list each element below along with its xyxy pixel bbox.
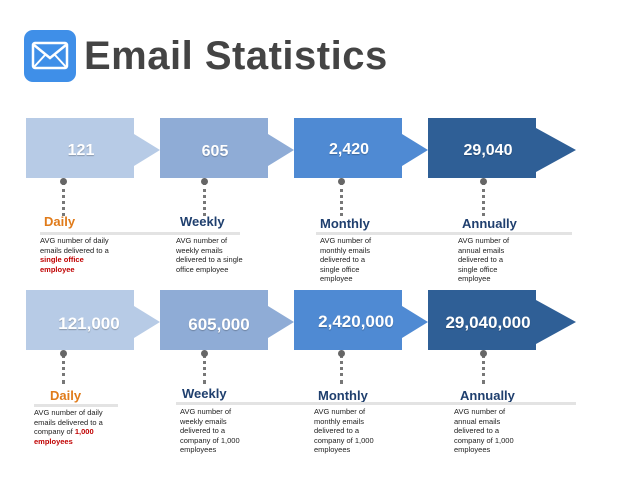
stage-arrows bbox=[26, 290, 576, 350]
dotted-connector bbox=[480, 178, 487, 216]
period-label: Daily bbox=[50, 388, 82, 403]
stage-value: 2,420,000 bbox=[318, 312, 394, 331]
stage-description: AVG number of daily emails delivered to … bbox=[34, 408, 118, 446]
divider bbox=[316, 232, 572, 235]
stage-arrow-monthly bbox=[294, 118, 428, 178]
description-text: AVG number of annual emails delivered to… bbox=[458, 236, 510, 284]
stage-description: AVG number of weekly emails delivered to… bbox=[176, 236, 252, 274]
connector-dot bbox=[201, 178, 208, 185]
dotted-connector bbox=[338, 178, 345, 216]
stage-value: 29,040 bbox=[463, 142, 513, 159]
dotted-connector bbox=[60, 178, 67, 216]
stage-arrow-daily bbox=[26, 290, 160, 350]
period-label: Weekly bbox=[182, 386, 227, 401]
stage-value: 605 bbox=[201, 143, 229, 160]
description-text: AVG number of daily emails delivered to … bbox=[40, 236, 109, 255]
description-text: AVG number of weekly emails delivered to… bbox=[176, 236, 243, 274]
stage-description: AVG number of annual emails delivered to… bbox=[458, 236, 518, 284]
dotted-connector bbox=[60, 350, 67, 384]
period-label: Monthly bbox=[320, 216, 370, 231]
divider bbox=[34, 404, 118, 407]
connector-dot bbox=[338, 178, 345, 185]
stage-description: AVG number of monthly emails delivered t… bbox=[320, 236, 378, 284]
mail-icon bbox=[24, 30, 76, 82]
stage-description: AVG number of annual emails delivered to… bbox=[454, 407, 528, 455]
period-label: Annually bbox=[460, 388, 515, 403]
period-label: Annually bbox=[462, 216, 517, 231]
header: Email Statistics bbox=[24, 30, 584, 82]
connector-dot bbox=[60, 178, 67, 185]
description-text: AVG number of annual emails delivered to… bbox=[454, 407, 514, 455]
connector-dot bbox=[60, 350, 67, 357]
stage-arrow-monthly bbox=[294, 290, 428, 350]
stage-arrows bbox=[26, 118, 576, 178]
period-label: Daily bbox=[44, 214, 76, 229]
divider bbox=[40, 232, 240, 235]
dotted-connector bbox=[201, 178, 208, 216]
description-highlight: 1,000 employees bbox=[34, 427, 94, 446]
stage-value: 605,000 bbox=[188, 315, 250, 334]
connector-dot bbox=[338, 350, 345, 357]
description-text: AVG number of weekly emails delivered to… bbox=[180, 407, 240, 455]
period-label: Monthly bbox=[318, 388, 368, 403]
connector-dot bbox=[480, 350, 487, 357]
stage-value: 121,000 bbox=[58, 314, 120, 333]
stage-arrow-annually bbox=[428, 118, 576, 178]
stage-description: AVG number of daily emails delivered to … bbox=[40, 236, 112, 274]
divider bbox=[176, 402, 576, 405]
dotted-connector bbox=[338, 350, 345, 384]
connector-dot bbox=[480, 178, 487, 185]
dotted-connector bbox=[480, 350, 487, 384]
description-text: AVG number of monthly emails delivered t… bbox=[320, 236, 372, 284]
stage-value: 2,420 bbox=[328, 141, 370, 158]
stage-arrow-weekly bbox=[160, 118, 294, 178]
stage-description: AVG number of monthly emails delivered t… bbox=[314, 407, 388, 455]
connector-dot bbox=[201, 350, 208, 357]
stage-value: 29,040,000 bbox=[445, 313, 531, 332]
stage-arrow-weekly bbox=[160, 290, 294, 350]
stage-description: AVG number of weekly emails delivered to… bbox=[180, 407, 254, 455]
description-highlight: single office employee bbox=[40, 255, 84, 274]
page-title: Email Statistics bbox=[84, 34, 388, 78]
dotted-connector bbox=[201, 350, 208, 384]
period-label: Weekly bbox=[180, 214, 225, 229]
description-text: AVG number of monthly emails delivered t… bbox=[314, 407, 374, 455]
stage-arrow-annually bbox=[428, 290, 576, 350]
description-text: AVG number of daily emails delivered to … bbox=[34, 408, 103, 437]
stage-value: 121 bbox=[67, 142, 95, 159]
stage-arrow-daily bbox=[26, 118, 160, 178]
